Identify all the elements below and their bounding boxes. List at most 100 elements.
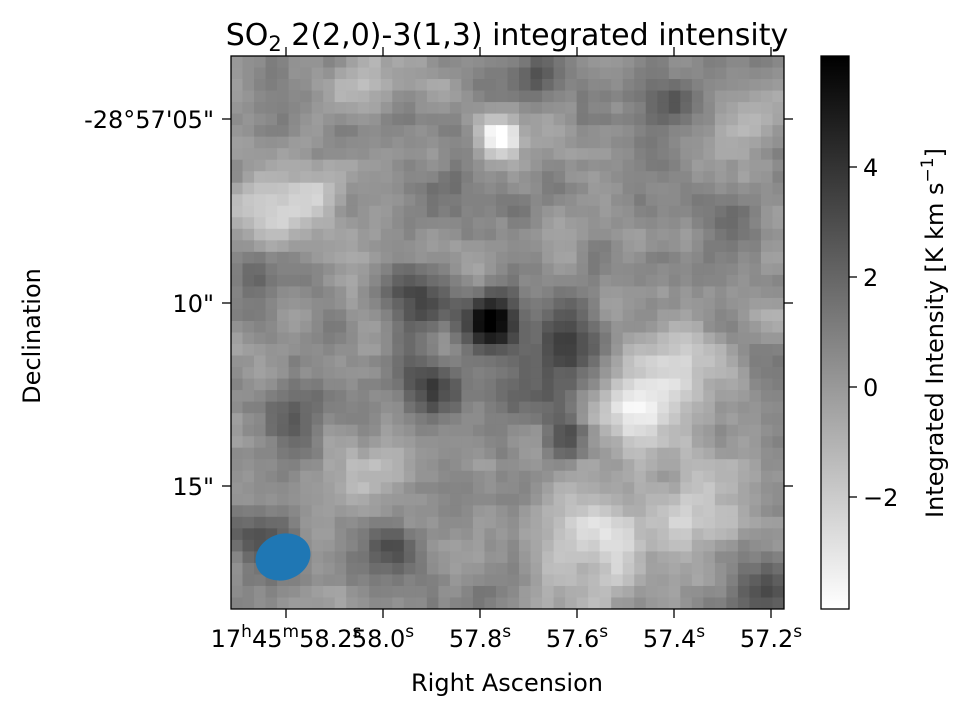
map-pixel <box>392 551 405 564</box>
map-pixel <box>357 516 370 529</box>
map-pixel <box>691 228 704 241</box>
map-pixel <box>231 562 244 576</box>
map-pixel <box>611 528 624 541</box>
map-pixel <box>392 67 405 80</box>
map-pixel <box>277 585 290 599</box>
map-pixel <box>265 459 278 472</box>
map-pixel <box>703 459 716 472</box>
map-pixel <box>495 159 509 172</box>
map-pixel <box>311 447 324 460</box>
map-pixel <box>737 539 751 552</box>
map-pixel <box>772 516 784 529</box>
map-pixel <box>484 240 497 253</box>
map-pixel <box>484 263 497 276</box>
map-pixel <box>553 309 566 322</box>
map-pixel <box>415 320 428 334</box>
map-pixel <box>311 228 324 241</box>
map-pixel <box>576 297 589 311</box>
map-pixel <box>772 505 784 518</box>
map-pixel <box>415 505 428 518</box>
map-pixel <box>277 67 290 80</box>
map-pixel <box>772 217 784 230</box>
map-pixel <box>346 205 359 218</box>
map-pixel <box>449 597 463 609</box>
map-pixel <box>726 67 739 80</box>
map-pixel <box>311 90 324 103</box>
map-pixel <box>680 332 693 345</box>
map-pixel <box>369 528 382 541</box>
map-pixel <box>254 447 267 460</box>
map-pixel <box>542 286 555 299</box>
map-pixel <box>622 528 635 541</box>
map-pixel <box>749 251 762 264</box>
map-pixel <box>519 378 532 391</box>
map-pixel <box>461 459 474 472</box>
map-pixel <box>749 90 762 103</box>
map-pixel <box>357 159 370 172</box>
map-pixel <box>519 205 532 218</box>
map-pixel <box>357 424 370 437</box>
map-pixel <box>277 205 290 218</box>
map-pixel <box>311 217 324 230</box>
map-pixel <box>231 505 244 518</box>
map-pixel <box>426 228 439 241</box>
map-pixel <box>449 102 463 115</box>
map-pixel <box>760 413 774 426</box>
map-pixel <box>749 136 762 149</box>
map-pixel <box>300 148 313 161</box>
map-pixel <box>760 320 774 334</box>
map-pixel <box>519 585 532 599</box>
x-tick-label: 58.0s <box>352 622 414 653</box>
axes-frame <box>230 55 785 610</box>
map-pixel <box>438 309 451 322</box>
map-pixel <box>714 528 727 541</box>
map-pixel <box>357 320 370 334</box>
map-pixel <box>242 228 255 241</box>
map-pixel <box>542 470 555 483</box>
map-pixel <box>599 482 612 495</box>
map-pixel <box>403 251 416 264</box>
map-pixel <box>645 320 658 334</box>
map-pixel <box>749 309 762 322</box>
map-pixel <box>472 67 486 80</box>
map-pixel <box>645 447 658 460</box>
map-pixel <box>714 597 727 609</box>
map-pixel <box>726 390 739 403</box>
map-pixel <box>449 194 463 207</box>
map-pixel <box>576 470 589 483</box>
map-pixel <box>265 182 278 195</box>
map-pixel <box>472 274 486 288</box>
map-pixel <box>357 286 370 299</box>
map-pixel <box>392 159 405 172</box>
map-pixel <box>680 113 693 126</box>
map-pixel <box>680 447 693 460</box>
map-pixel <box>622 585 635 599</box>
map-pixel <box>438 67 451 80</box>
map-pixel <box>495 148 509 161</box>
map-pixel <box>565 459 578 472</box>
map-pixel <box>519 551 532 564</box>
map-pixel <box>565 297 578 311</box>
map-pixel <box>495 102 509 115</box>
map-pixel <box>380 148 393 161</box>
map-pixel <box>231 286 244 299</box>
map-pixel <box>657 297 670 311</box>
map-pixel <box>484 562 497 576</box>
map-pixel <box>277 482 290 495</box>
map-pixel <box>369 309 382 322</box>
map-pixel <box>611 240 624 253</box>
map-pixel <box>599 585 612 599</box>
map-pixel <box>622 228 635 241</box>
map-pixel <box>484 90 497 103</box>
map-pixel <box>495 332 509 345</box>
map-pixel <box>449 171 463 184</box>
map-pixel <box>749 470 762 483</box>
map-pixel <box>726 251 739 264</box>
map-pixel <box>426 344 439 357</box>
map-pixel <box>346 574 359 587</box>
map-pixel <box>472 470 486 483</box>
map-pixel <box>265 332 278 345</box>
map-pixel <box>461 309 474 322</box>
map-pixel <box>323 113 336 126</box>
map-pixel <box>323 205 336 218</box>
